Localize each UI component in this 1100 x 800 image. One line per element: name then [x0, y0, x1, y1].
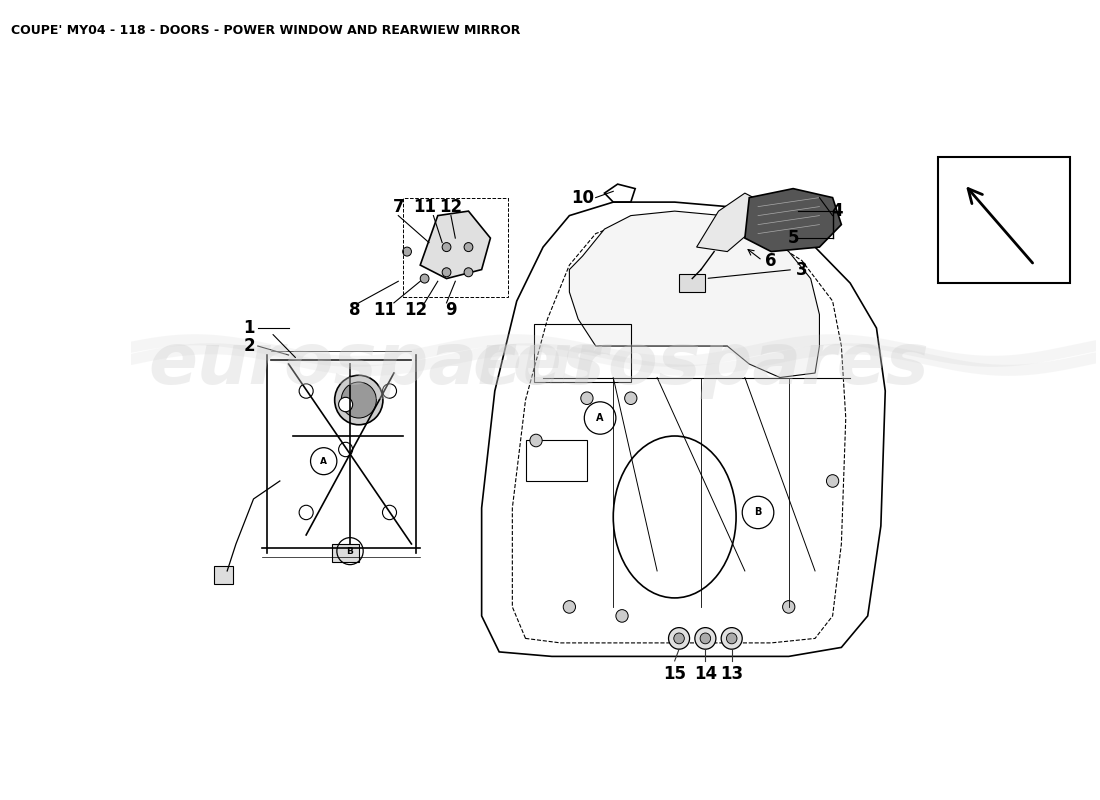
Text: COUPE' MY04 - 118 - DOORS - POWER WINDOW AND REARWIEW MIRROR: COUPE' MY04 - 118 - DOORS - POWER WINDOW…	[11, 24, 520, 37]
Text: eurospares: eurospares	[148, 330, 605, 398]
Text: 11: 11	[374, 301, 397, 319]
Bar	[332, 544, 359, 562]
Circle shape	[464, 268, 473, 277]
Polygon shape	[420, 211, 491, 278]
Text: 3: 3	[796, 261, 807, 278]
Circle shape	[339, 398, 353, 412]
Circle shape	[625, 392, 637, 405]
Circle shape	[669, 628, 690, 650]
Circle shape	[383, 506, 396, 520]
Circle shape	[563, 601, 575, 614]
Text: 12: 12	[405, 301, 428, 319]
Text: 13: 13	[720, 666, 744, 683]
Text: A: A	[596, 413, 604, 423]
Circle shape	[299, 506, 314, 520]
Text: 5: 5	[788, 229, 799, 247]
Text: B: B	[755, 507, 761, 518]
Circle shape	[782, 601, 795, 614]
FancyArrowPatch shape	[968, 189, 1033, 263]
Text: 6: 6	[766, 251, 777, 270]
Text: 2: 2	[243, 337, 255, 355]
Circle shape	[581, 392, 593, 405]
Bar	[526, 441, 587, 481]
Text: 11: 11	[414, 198, 436, 216]
Ellipse shape	[334, 375, 383, 425]
Text: 1: 1	[243, 319, 255, 337]
Text: eurospares: eurospares	[473, 330, 930, 398]
Circle shape	[383, 384, 396, 398]
Polygon shape	[696, 193, 762, 251]
Text: 8: 8	[349, 301, 360, 319]
Circle shape	[299, 384, 314, 398]
Text: 12: 12	[439, 198, 462, 216]
Text: 9: 9	[446, 301, 456, 319]
Circle shape	[341, 382, 376, 418]
Text: 7: 7	[393, 198, 404, 216]
Text: 10: 10	[571, 189, 594, 206]
Circle shape	[403, 247, 411, 256]
Circle shape	[442, 242, 451, 251]
Text: A: A	[320, 457, 327, 466]
Text: 4: 4	[832, 202, 843, 220]
Circle shape	[722, 628, 742, 650]
Text: 15: 15	[663, 666, 686, 683]
Circle shape	[530, 434, 542, 446]
Bar	[214, 566, 233, 585]
Polygon shape	[745, 189, 842, 251]
Circle shape	[442, 268, 451, 277]
Bar	[403, 198, 508, 297]
Circle shape	[726, 633, 737, 644]
Bar	[535, 323, 630, 382]
Circle shape	[339, 442, 353, 457]
Bar	[938, 157, 1069, 283]
Text: B: B	[346, 546, 353, 556]
Bar	[679, 274, 705, 292]
Circle shape	[464, 242, 473, 251]
Circle shape	[695, 628, 716, 650]
Text: 14: 14	[694, 666, 717, 683]
Circle shape	[700, 633, 711, 644]
Circle shape	[674, 633, 684, 644]
Circle shape	[826, 474, 838, 487]
Circle shape	[420, 274, 429, 283]
Polygon shape	[570, 211, 820, 378]
Circle shape	[616, 610, 628, 622]
